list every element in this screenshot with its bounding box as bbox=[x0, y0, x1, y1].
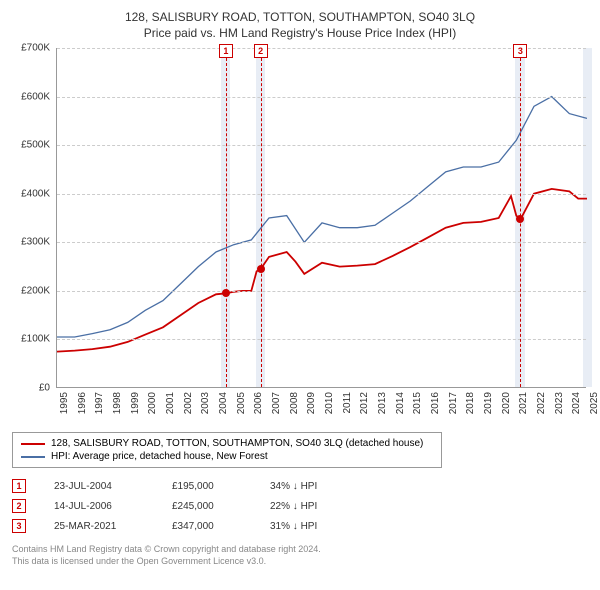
marker-dot bbox=[222, 289, 230, 297]
marker-box: 2 bbox=[254, 44, 268, 58]
sales-row: 1 23-JUL-2004 £195,000 34% ↓ HPI bbox=[12, 476, 588, 496]
chart-area: £0£100K£200K£300K£400K£500K£600K£700K 12… bbox=[12, 48, 588, 428]
x-tick-label: 2013 bbox=[377, 392, 388, 414]
y-axis: £0£100K£200K£300K£400K£500K£600K£700K bbox=[12, 48, 54, 388]
x-tick-label: 2015 bbox=[412, 392, 423, 414]
marker-line bbox=[226, 48, 227, 387]
footer-attribution: Contains HM Land Registry data © Crown c… bbox=[12, 544, 588, 567]
x-tick-label: 1997 bbox=[94, 392, 105, 414]
x-tick-label: 2010 bbox=[324, 392, 335, 414]
sales-row: 3 25-MAR-2021 £347,000 31% ↓ HPI bbox=[12, 516, 588, 536]
y-tick-label: £400K bbox=[21, 188, 50, 199]
marker-dot bbox=[257, 265, 265, 273]
x-tick-label: 2001 bbox=[165, 392, 176, 414]
plot-region: 123 bbox=[56, 48, 586, 388]
x-tick-label: 2014 bbox=[395, 392, 406, 414]
gridline-h bbox=[57, 339, 586, 340]
legend-row: 128, SALISBURY ROAD, TOTTON, SOUTHAMPTON… bbox=[21, 437, 433, 450]
marker-box: 1 bbox=[219, 44, 233, 58]
marker-dot bbox=[516, 215, 524, 223]
legend-swatch bbox=[21, 456, 45, 458]
x-tick-label: 2022 bbox=[536, 392, 547, 414]
series-hpi bbox=[57, 97, 587, 337]
x-tick-label: 2020 bbox=[501, 392, 512, 414]
x-tick-label: 2004 bbox=[218, 392, 229, 414]
sales-date: 25-MAR-2021 bbox=[54, 521, 144, 532]
y-tick-label: £600K bbox=[21, 91, 50, 102]
x-tick-label: 1999 bbox=[130, 392, 141, 414]
y-tick-label: £100K bbox=[21, 334, 50, 345]
y-tick-label: £300K bbox=[21, 237, 50, 248]
x-tick-label: 2008 bbox=[289, 392, 300, 414]
x-tick-label: 2006 bbox=[253, 392, 264, 414]
sales-price: £245,000 bbox=[172, 501, 242, 512]
x-tick-label: 2017 bbox=[448, 392, 459, 414]
gridline-h bbox=[57, 48, 586, 49]
sales-pct: 22% ↓ HPI bbox=[270, 501, 360, 512]
y-tick-label: £700K bbox=[21, 43, 50, 54]
x-tick-label: 2024 bbox=[571, 392, 582, 414]
title-block: 128, SALISBURY ROAD, TOTTON, SOUTHAMPTON… bbox=[12, 10, 588, 40]
title-line-2: Price paid vs. HM Land Registry's House … bbox=[12, 26, 588, 40]
legend: 128, SALISBURY ROAD, TOTTON, SOUTHAMPTON… bbox=[12, 432, 442, 468]
footer-line-1: Contains HM Land Registry data © Crown c… bbox=[12, 544, 588, 556]
sales-row: 2 14-JUL-2006 £245,000 22% ↓ HPI bbox=[12, 496, 588, 516]
series-price_paid bbox=[57, 189, 587, 352]
x-tick-label: 2018 bbox=[465, 392, 476, 414]
sales-table: 1 23-JUL-2004 £195,000 34% ↓ HPI 2 14-JUL-200… bbox=[12, 476, 588, 536]
y-tick-label: £200K bbox=[21, 285, 50, 296]
y-tick-label: £500K bbox=[21, 140, 50, 151]
gridline-h bbox=[57, 145, 586, 146]
x-axis: 1995 1996 1997 1998 1999 2000 2001 2002 2003 2004… bbox=[56, 390, 586, 428]
x-tick-label: 1998 bbox=[112, 392, 123, 414]
gridline-h bbox=[57, 194, 586, 195]
x-tick-label: 2009 bbox=[306, 392, 317, 414]
x-tick-label: 2023 bbox=[554, 392, 565, 414]
legend-label: 128, SALISBURY ROAD, TOTTON, SOUTHAMPTON… bbox=[51, 438, 423, 449]
marker-line bbox=[261, 48, 262, 387]
sales-pct: 31% ↓ HPI bbox=[270, 521, 360, 532]
x-tick-label: 2011 bbox=[342, 392, 353, 414]
x-tick-label: 2012 bbox=[359, 392, 370, 414]
x-tick-label: 1995 bbox=[59, 392, 70, 414]
x-tick-label: 2003 bbox=[200, 392, 211, 414]
x-tick-label: 2016 bbox=[430, 392, 441, 414]
x-tick-label: 2005 bbox=[236, 392, 247, 414]
x-tick-label: 2000 bbox=[147, 392, 158, 414]
gridline-h bbox=[57, 242, 586, 243]
footer-line-2: This data is licensed under the Open Gov… bbox=[12, 556, 588, 568]
legend-row: HPI: Average price, detached house, New … bbox=[21, 450, 433, 463]
legend-swatch bbox=[21, 443, 45, 445]
gridline-h bbox=[57, 291, 586, 292]
sales-marker: 2 bbox=[12, 499, 26, 513]
x-tick-label: 2021 bbox=[518, 392, 529, 414]
sales-price: £347,000 bbox=[172, 521, 242, 532]
gridline-h bbox=[57, 97, 586, 98]
sales-pct: 34% ↓ HPI bbox=[270, 481, 360, 492]
sales-date: 14-JUL-2006 bbox=[54, 501, 144, 512]
x-tick-label: 2025 bbox=[589, 392, 600, 414]
x-tick-label: 2007 bbox=[271, 392, 282, 414]
y-tick-label: £0 bbox=[39, 383, 50, 394]
sales-price: £195,000 bbox=[172, 481, 242, 492]
sales-date: 23-JUL-2004 bbox=[54, 481, 144, 492]
sales-marker: 3 bbox=[12, 519, 26, 533]
x-tick-label: 2019 bbox=[483, 392, 494, 414]
chart-container: 128, SALISBURY ROAD, TOTTON, SOUTHAMPTON… bbox=[0, 0, 600, 590]
x-tick-label: 1996 bbox=[77, 392, 88, 414]
plot-svg bbox=[57, 48, 587, 388]
x-tick-label: 2002 bbox=[183, 392, 194, 414]
sales-marker: 1 bbox=[12, 479, 26, 493]
legend-label: HPI: Average price, detached house, New … bbox=[51, 451, 268, 462]
title-line-1: 128, SALISBURY ROAD, TOTTON, SOUTHAMPTON… bbox=[12, 10, 588, 24]
marker-box: 3 bbox=[513, 44, 527, 58]
